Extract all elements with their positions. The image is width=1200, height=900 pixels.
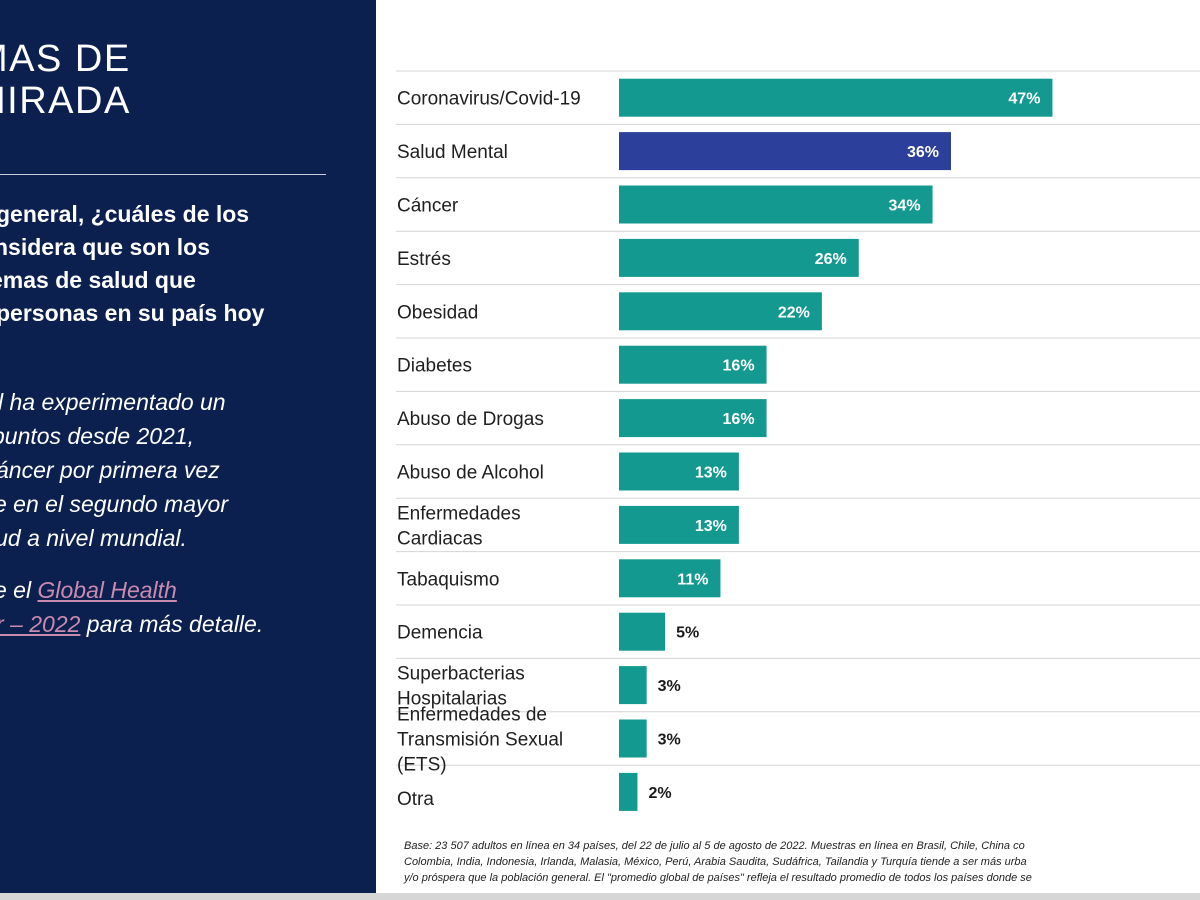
bar-10 [619, 612, 666, 651]
category-label-8: Enfermedades Cardiacas [397, 503, 521, 549]
survey-question: general, ¿cuáles de los nsidera que son … [0, 198, 330, 330]
category-label-7: Abuso de Alcohol [397, 463, 544, 484]
chart-area: 47% Coronavirus/Covid-19 36% Salud Mental 34… [376, 0, 1200, 900]
value-label-4: 22% [778, 304, 810, 321]
value-label-0: 47% [1008, 91, 1040, 108]
title-line-2: MIRADA [0, 80, 131, 122]
value-label-13: 2% [648, 785, 671, 802]
category-label-line: Cáncer [397, 196, 459, 217]
footnote-line-3: y/o próspera que la población general. E… [404, 872, 1032, 884]
category-label-line: (ETS) [397, 755, 447, 776]
report-link-part-1[interactable]: Global Health [37, 577, 177, 603]
bar-2 [619, 185, 933, 224]
report-link-part-2[interactable]: r – 2022 [0, 611, 81, 637]
category-label-9: Tabaquismo [397, 569, 499, 590]
insight-line-1: l ha experimentado un [0, 389, 226, 415]
category-label-10: Demencia [397, 623, 483, 644]
category-label-5: Diabetes [397, 356, 472, 377]
bar-8 [619, 505, 739, 544]
question-line-2: nsidera que son los [0, 234, 210, 260]
bar-7 [619, 452, 739, 491]
category-label-line: Coronavirus/Covid-19 [397, 89, 581, 110]
value-label-12: 3% [658, 732, 681, 749]
report-reference: e el Global Health r – 2022 para más det… [0, 573, 340, 641]
category-label-line: Abuso de Alcohol [397, 463, 544, 484]
category-label-line: Demencia [397, 623, 483, 644]
reference-suffix: para más detalle. [80, 611, 264, 637]
insight-line-3: áncer por primera vez [0, 457, 220, 483]
category-label-line: Transmisión Sexual [397, 730, 563, 751]
bar-12 [619, 719, 647, 758]
value-label-1: 36% [907, 144, 939, 161]
bar-11 [619, 666, 647, 705]
category-label-line: Otra [397, 789, 434, 810]
insight-text: l ha experimentado un puntos desde 2021,… [0, 385, 340, 555]
slide-title: MAS DE MIRADA [0, 38, 131, 122]
category-label-1: Salud Mental [397, 142, 508, 163]
value-label-7: 13% [695, 465, 727, 482]
bar-13 [619, 772, 638, 811]
bar-0 [619, 78, 1053, 117]
value-label-10: 5% [676, 625, 699, 642]
bar-chart: 47% Coronavirus/Covid-19 36% Salud Mental 34… [396, 70, 1200, 811]
category-label-12: Enfermedades de Transmisión Sexual (ETS) [397, 705, 563, 776]
category-label-11: Superbacterias Hospitalarias [397, 664, 525, 710]
category-label-4: Obesidad [397, 302, 478, 323]
title-line-1: MAS DE [0, 38, 131, 80]
category-label-line: Hospitalarias [397, 689, 507, 710]
value-label-3: 26% [815, 251, 847, 268]
category-label-13: Otra [397, 789, 434, 810]
value-label-6: 16% [723, 411, 755, 428]
bar-9 [619, 559, 721, 598]
left-panel: MAS DE MIRADA general, ¿cuáles de los ns… [0, 0, 376, 893]
question-line-3: emas de salud que [0, 267, 196, 293]
bar-1 [619, 132, 951, 171]
category-label-line: Diabetes [397, 356, 472, 377]
footnote: Base: 23 507 adultos en línea en 34 país… [404, 838, 1200, 886]
category-label-line: Superbacterias [397, 664, 525, 685]
category-label-line: Enfermedades [397, 503, 521, 524]
bar-4 [619, 292, 822, 331]
category-label-line: Salud Mental [397, 142, 508, 163]
category-label-2: Cáncer [397, 196, 459, 217]
footnote-line-1: Base: 23 507 adultos en línea en 34 país… [404, 840, 1025, 852]
footnote-line-2: Colombia, India, Indonesia, Irlanda, Mal… [404, 856, 1027, 868]
value-label-9: 11% [677, 571, 708, 588]
reference-line-1: e el Global Health [0, 573, 340, 607]
insight-line-2: puntos desde 2021, [0, 423, 195, 449]
insight-line-5: lud a nivel mundial. [0, 525, 187, 551]
value-label-11: 3% [658, 678, 681, 695]
category-label-line: Estrés [397, 249, 451, 270]
bottom-strip [0, 893, 1200, 900]
category-label-line: Abuso de Drogas [397, 409, 544, 430]
category-label-0: Coronavirus/Covid-19 [397, 89, 581, 110]
category-label-3: Estrés [397, 249, 451, 270]
reference-line-2: r – 2022 para más detalle. [0, 607, 340, 641]
question-line-4: personas en su país hoy [0, 300, 265, 326]
question-line-1: general, ¿cuáles de los [0, 201, 250, 227]
category-label-line: Obesidad [397, 302, 478, 323]
category-label-line: Cardiacas [397, 528, 483, 549]
value-label-5: 16% [723, 358, 755, 375]
bar-5 [619, 345, 767, 384]
bar-3 [619, 238, 859, 277]
bar-6 [619, 399, 767, 438]
category-label-6: Abuso de Drogas [397, 409, 544, 430]
title-divider [0, 174, 326, 175]
value-label-2: 34% [889, 198, 921, 215]
value-label-8: 13% [695, 518, 727, 535]
insight-line-4: e en el segundo mayor [0, 491, 228, 517]
reference-prefix: e el [0, 577, 32, 603]
category-label-line: Tabaquismo [397, 569, 499, 590]
category-label-line: Enfermedades de [397, 705, 547, 726]
